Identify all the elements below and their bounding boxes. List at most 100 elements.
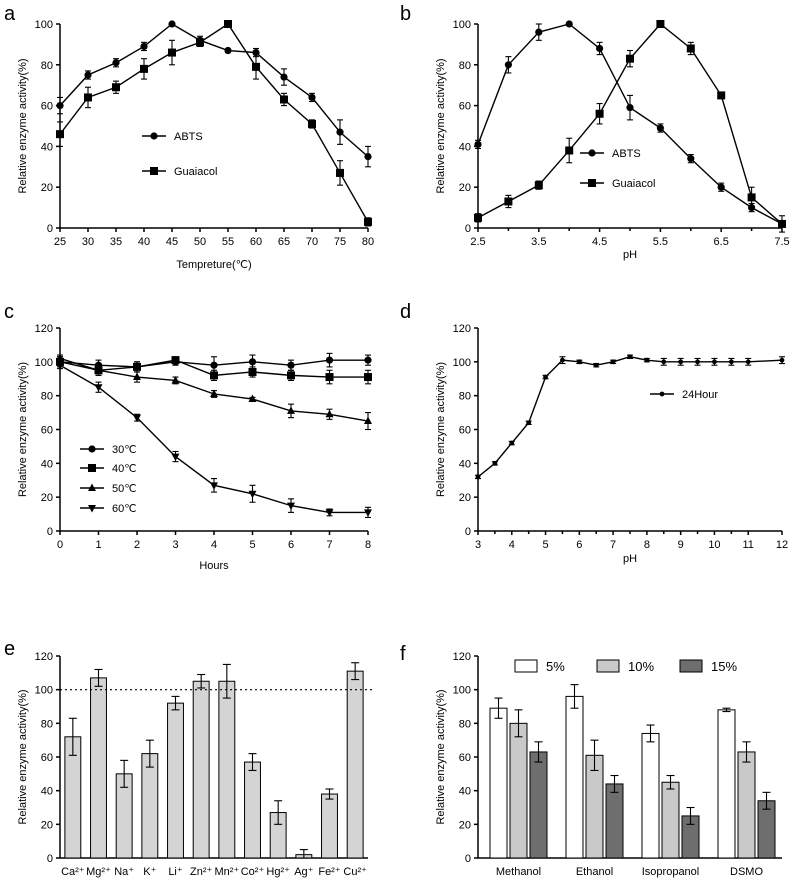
- x-tick-label: Fe²⁺: [318, 866, 341, 878]
- y-tick-label: 100: [453, 685, 471, 697]
- legend-label: ABTS: [612, 148, 641, 160]
- y-tick-label: 100: [35, 685, 53, 697]
- data-point: [492, 460, 498, 466]
- y-tick-label: 60: [41, 101, 53, 113]
- x-tick-label: 2.5: [470, 236, 485, 248]
- x-tick-label: DSMO: [730, 866, 763, 878]
- data-point: [610, 359, 616, 365]
- legend-marker: [588, 179, 596, 187]
- y-tick-label: 60: [41, 752, 53, 764]
- data-point: [287, 361, 295, 369]
- legend-label: 24Hour: [682, 389, 718, 401]
- y-tick-label: 20: [41, 819, 53, 831]
- x-tick-label: 35: [110, 236, 122, 248]
- y-axis-label: Relative enzyme activity(%): [17, 689, 29, 824]
- y-axis-label: Relative enzyme activity(%): [435, 362, 447, 497]
- series-line: [59, 23, 369, 223]
- data-point: [210, 389, 218, 397]
- x-tick-label: Ethanol: [576, 866, 613, 878]
- x-tick-label: Methanol: [496, 866, 541, 878]
- y-tick-label: 20: [459, 182, 471, 194]
- data-point: [224, 46, 232, 55]
- y-axis-label: Relative enzyme activity(%): [17, 362, 29, 497]
- series-3: [56, 361, 372, 519]
- x-tick-label: Ag⁺: [294, 866, 313, 878]
- y-tick-label: 80: [41, 391, 53, 403]
- data-point: [325, 373, 334, 382]
- data-point: [248, 358, 257, 366]
- chart-c: 0 20 40 60 80 100 120 0 1 2 3 4 5 6 7 8 Hours Relative en…: [17, 323, 372, 572]
- data-point: [526, 420, 532, 426]
- x-tick-label: Na⁺: [114, 866, 134, 878]
- x-tick-label: 30: [82, 236, 94, 248]
- x-tick-label: 40: [138, 236, 150, 248]
- x-tick-label: 6.5: [714, 236, 729, 248]
- data-point: [686, 44, 695, 53]
- x-tick-label: 55: [222, 236, 234, 248]
- legend-marker: [588, 149, 596, 157]
- data-point: [94, 384, 103, 392]
- chart-a: 0 20 40 60 80 100 25 30 35 40 45 50 55 60 65 70 75 80 Temp…: [17, 19, 374, 271]
- series-1: [56, 20, 372, 227]
- data-point: [745, 359, 751, 365]
- bar: [90, 677, 107, 859]
- data-point: [224, 20, 232, 28]
- legend-label: 15%: [711, 659, 737, 674]
- data-point: [509, 440, 515, 446]
- legend-swatch: [514, 659, 538, 673]
- chart-d: 0 20 40 60 80 100 120 3 4 5 6 7 8 9 10 11 12 pH Relative e…: [435, 323, 788, 565]
- data-point: [626, 54, 634, 63]
- x-axis-label: pH: [623, 553, 637, 565]
- chart-b: 0 20 40 60 80 100 2.5 3.5 4.5 5.5 6.5 7.5 pH Relative…: [435, 19, 790, 261]
- x-tick-label: 5.5: [653, 236, 668, 248]
- data-point: [475, 474, 481, 480]
- bar: [509, 722, 528, 859]
- data-point: [717, 91, 726, 100]
- y-tick-label: 80: [41, 60, 53, 72]
- x-tick-label: 80: [362, 236, 374, 248]
- y-tick-label: 120: [35, 651, 53, 663]
- data-point: [504, 61, 512, 69]
- y-tick-label: 60: [459, 101, 471, 113]
- bar: [141, 753, 159, 859]
- x-tick-label: K⁺: [143, 866, 156, 878]
- legend-marker: [88, 445, 96, 453]
- data-point: [133, 414, 141, 423]
- data-point: [336, 168, 344, 177]
- data-point: [656, 20, 665, 28]
- bar: [605, 783, 624, 859]
- x-tick-label: 25: [54, 236, 66, 248]
- y-tick-label: 100: [35, 19, 53, 31]
- data-point: [364, 509, 372, 517]
- data-point: [133, 362, 141, 371]
- legend-marker: [150, 167, 158, 175]
- panel-label-e: e: [4, 638, 15, 660]
- y-tick-label: 40: [459, 786, 471, 798]
- legend-label: 30℃: [112, 444, 137, 456]
- x-tick-label: 70: [306, 236, 318, 248]
- panel-label-b: b: [400, 3, 411, 25]
- data-point: [112, 59, 120, 67]
- data-point: [248, 367, 257, 376]
- bar: [661, 781, 680, 859]
- data-point: [325, 356, 334, 364]
- legend-marker: [88, 505, 96, 513]
- bar: [218, 680, 236, 859]
- y-tick-label: 40: [459, 141, 471, 153]
- x-tick-label: 5: [249, 539, 255, 551]
- data-point: [252, 62, 260, 71]
- x-tick-label: Hg²⁺: [266, 866, 290, 878]
- data-point: [474, 213, 482, 222]
- x-tick-label: 4: [211, 539, 217, 551]
- x-tick-label: 7: [326, 539, 332, 551]
- y-tick-label: 40: [41, 786, 53, 798]
- y-tick-label: 100: [453, 19, 471, 31]
- y-axis-label: Relative enzyme activity(%): [435, 689, 447, 824]
- data-point: [168, 20, 176, 28]
- legend-marker: [88, 464, 96, 472]
- data-point: [84, 93, 92, 102]
- data-point: [56, 353, 64, 362]
- data-point: [133, 372, 141, 381]
- x-tick-label: Cu²⁺: [343, 866, 367, 878]
- y-axis-label: Relative enzyme activity(%): [435, 58, 447, 193]
